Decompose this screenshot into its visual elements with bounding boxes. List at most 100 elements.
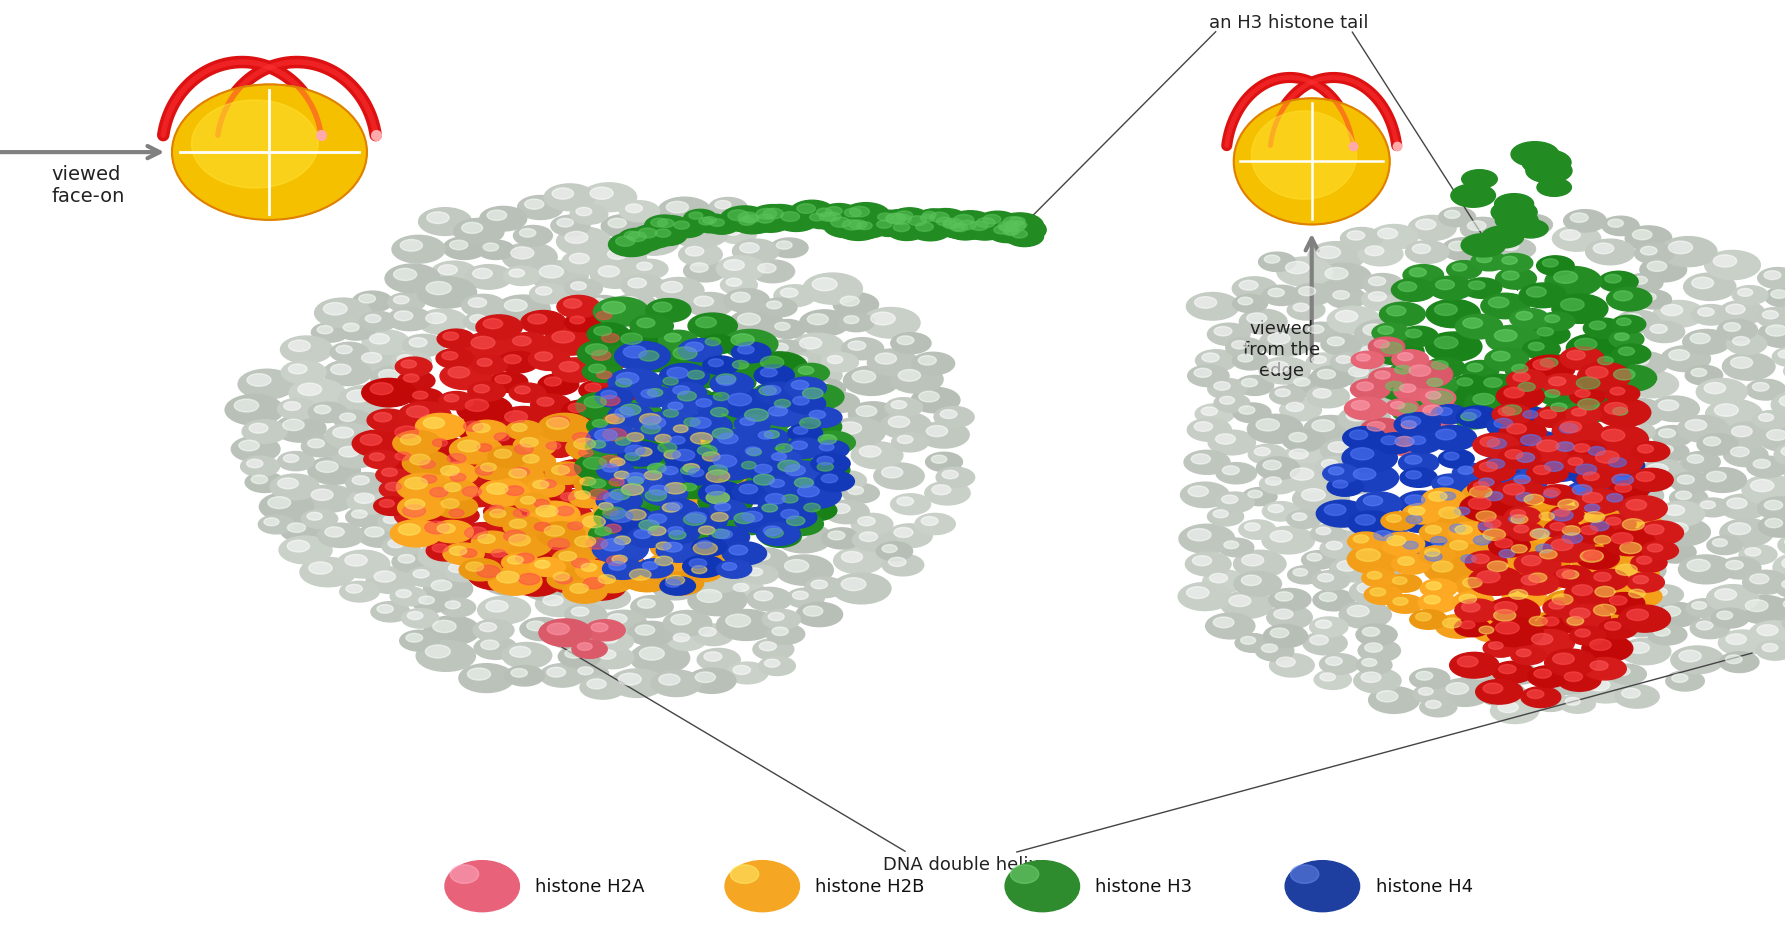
Circle shape xyxy=(652,670,702,697)
Circle shape xyxy=(484,503,518,521)
Circle shape xyxy=(673,633,689,642)
Circle shape xyxy=(1539,312,1574,331)
Circle shape xyxy=(559,646,602,668)
Circle shape xyxy=(1233,572,1282,597)
Circle shape xyxy=(810,214,825,222)
Circle shape xyxy=(1424,557,1474,584)
Circle shape xyxy=(537,522,585,548)
Circle shape xyxy=(734,415,771,434)
Circle shape xyxy=(787,475,832,499)
Circle shape xyxy=(810,580,828,590)
Circle shape xyxy=(1292,569,1308,577)
Circle shape xyxy=(664,542,682,552)
Circle shape xyxy=(419,461,436,469)
Circle shape xyxy=(691,418,710,429)
Circle shape xyxy=(780,513,823,536)
Circle shape xyxy=(737,213,759,223)
Circle shape xyxy=(778,461,800,472)
Circle shape xyxy=(639,351,659,362)
Circle shape xyxy=(528,497,564,515)
Circle shape xyxy=(562,400,603,422)
Circle shape xyxy=(1705,383,1726,394)
Circle shape xyxy=(1574,339,1598,350)
Circle shape xyxy=(793,414,843,440)
Circle shape xyxy=(1462,235,1505,258)
Circle shape xyxy=(1724,324,1740,332)
Circle shape xyxy=(1510,646,1546,665)
Circle shape xyxy=(1316,264,1371,293)
Circle shape xyxy=(1367,498,1383,506)
Circle shape xyxy=(828,531,844,540)
Circle shape xyxy=(584,348,630,371)
Circle shape xyxy=(234,400,259,413)
Circle shape xyxy=(1487,598,1540,626)
Circle shape xyxy=(407,389,443,408)
Circle shape xyxy=(1692,278,1714,289)
Circle shape xyxy=(898,370,921,382)
Circle shape xyxy=(719,389,775,419)
Circle shape xyxy=(307,439,325,449)
Circle shape xyxy=(1628,590,1646,598)
Circle shape xyxy=(589,588,630,609)
Circle shape xyxy=(462,223,482,235)
Circle shape xyxy=(514,387,530,395)
Circle shape xyxy=(1357,583,1378,594)
Circle shape xyxy=(443,237,486,260)
Circle shape xyxy=(1012,231,1028,239)
Circle shape xyxy=(1432,405,1467,425)
Circle shape xyxy=(1246,313,1267,324)
Circle shape xyxy=(475,466,493,476)
Circle shape xyxy=(1567,351,1585,361)
Circle shape xyxy=(503,516,544,538)
Circle shape xyxy=(1332,515,1385,542)
Circle shape xyxy=(1280,400,1321,422)
Circle shape xyxy=(603,508,619,516)
Circle shape xyxy=(766,494,785,504)
Circle shape xyxy=(891,433,928,452)
Circle shape xyxy=(775,555,834,586)
Circle shape xyxy=(798,501,837,521)
Circle shape xyxy=(1469,669,1489,679)
Circle shape xyxy=(423,418,444,429)
Circle shape xyxy=(1333,291,1349,300)
Circle shape xyxy=(787,425,823,442)
Ellipse shape xyxy=(1291,865,1319,883)
Circle shape xyxy=(1255,641,1294,661)
Text: histone H4: histone H4 xyxy=(1376,877,1473,895)
Circle shape xyxy=(1505,388,1524,399)
Circle shape xyxy=(641,390,657,399)
Circle shape xyxy=(1710,608,1749,629)
Circle shape xyxy=(782,495,798,503)
Circle shape xyxy=(1631,277,1648,285)
Circle shape xyxy=(1560,348,1605,371)
Circle shape xyxy=(482,566,537,596)
Circle shape xyxy=(1540,551,1557,559)
Circle shape xyxy=(1583,551,1601,560)
Circle shape xyxy=(546,667,566,678)
Circle shape xyxy=(578,534,630,561)
Circle shape xyxy=(1228,595,1251,607)
Circle shape xyxy=(768,407,787,416)
Circle shape xyxy=(644,216,685,236)
Circle shape xyxy=(1733,337,1749,346)
Circle shape xyxy=(602,540,625,552)
Circle shape xyxy=(857,517,875,527)
Circle shape xyxy=(602,216,644,238)
Circle shape xyxy=(821,528,862,550)
Circle shape xyxy=(1544,400,1583,421)
Circle shape xyxy=(1662,606,1681,616)
Circle shape xyxy=(1605,403,1628,415)
Circle shape xyxy=(1519,218,1535,227)
Circle shape xyxy=(505,464,546,487)
Circle shape xyxy=(1549,673,1590,695)
Circle shape xyxy=(1362,628,1380,637)
Circle shape xyxy=(807,314,828,325)
Circle shape xyxy=(1606,494,1623,502)
Circle shape xyxy=(912,388,960,413)
Circle shape xyxy=(937,216,982,239)
Circle shape xyxy=(536,591,584,616)
Circle shape xyxy=(509,550,553,573)
Circle shape xyxy=(1528,437,1582,464)
Circle shape xyxy=(662,467,678,476)
Circle shape xyxy=(1358,388,1396,408)
